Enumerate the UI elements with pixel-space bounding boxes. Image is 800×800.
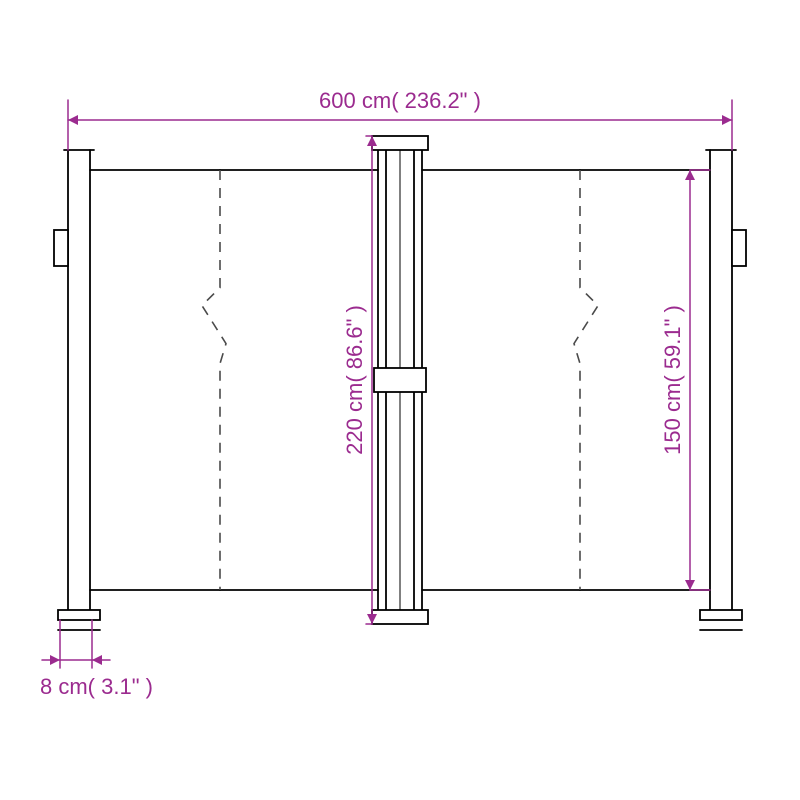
product-outline [54,136,746,630]
dim-label-height-center: 220 cm( 86.6" ) [342,305,367,455]
dim-label-height-right: 150 cm( 59.1" ) [660,305,685,455]
dim-label-width: 600 cm( 236.2" ) [319,88,481,113]
dim-label-depth: 8 cm( 3.1" ) [40,674,153,699]
dimension-diagram: 600 cm( 236.2" ) 220 cm( 86.6" ) 150 cm( 5… [0,0,800,800]
